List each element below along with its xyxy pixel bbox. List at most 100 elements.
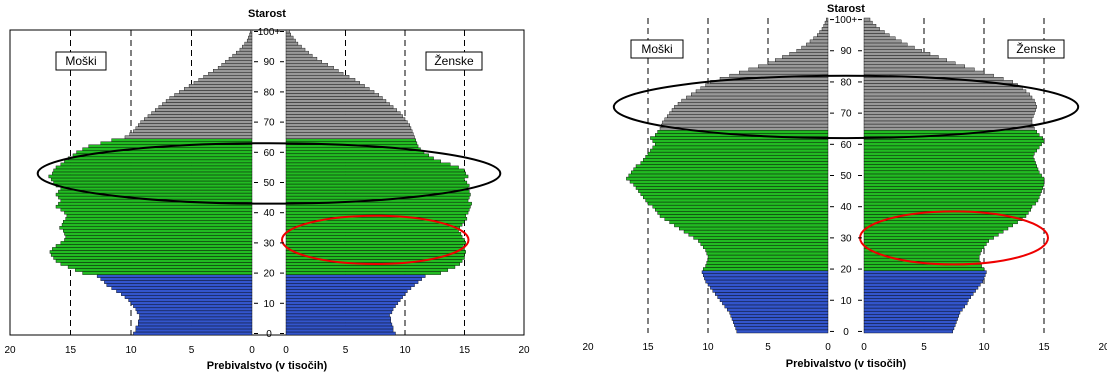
bar-female-age-27 xyxy=(285,250,466,254)
bar-male-age-12 xyxy=(124,295,253,299)
bar-female-age-98 xyxy=(863,24,877,28)
bar-female-age-65 xyxy=(285,135,415,139)
y-tick-labels: 0 10 20 30 40 50 60 70 80 90 100+ xyxy=(830,15,862,338)
bar-male-age-45 xyxy=(58,195,253,200)
bar-male-age-55 xyxy=(643,158,829,162)
bar-male-age-15 xyxy=(707,282,829,287)
bar-female-age-79 xyxy=(285,93,380,97)
chart-title: Starost xyxy=(248,8,286,20)
bar-male-age-69 xyxy=(138,123,253,127)
bar-male-age-66 xyxy=(129,132,253,136)
bar-male-age-76 xyxy=(162,102,253,106)
bar-female-age-1 xyxy=(863,326,955,331)
bar-female-age-95 xyxy=(863,33,890,37)
bar-male-age-37 xyxy=(63,220,253,224)
bar-male-age-17 xyxy=(104,280,253,284)
bar-female-age-31 xyxy=(863,232,999,237)
bar-female-age-12 xyxy=(285,295,403,299)
bar-female-age-59 xyxy=(285,153,430,158)
highlight-ellipse-0 xyxy=(36,142,502,205)
bar-female-age-26 xyxy=(285,253,465,257)
bar-male-age-77 xyxy=(165,99,253,103)
bar-male-age-0 xyxy=(736,329,829,334)
bar-female-age-53 xyxy=(863,164,1038,168)
bar-female-age-75 xyxy=(285,105,394,109)
bar-female-age-23 xyxy=(863,257,980,262)
bar-female-age-35 xyxy=(863,220,1018,225)
y-tick-label: 100+ xyxy=(835,15,858,26)
bar-female-age-60 xyxy=(863,142,1042,147)
bar-male-age-32 xyxy=(65,235,253,239)
bar-male-age-94 xyxy=(239,47,253,52)
bar-male-age-11 xyxy=(717,295,829,299)
x-axis-label: Prebivalstvo (v tisočih) xyxy=(786,358,907,370)
bar-male-age-42 xyxy=(645,198,829,203)
bar-female-age-18 xyxy=(285,277,422,281)
bar-female-age-10 xyxy=(285,301,399,306)
x-tick-label: 0 xyxy=(825,342,831,353)
bar-male-age-49 xyxy=(55,183,253,188)
bar-male-age-25 xyxy=(706,251,829,256)
bar-female-age-95 xyxy=(285,44,302,49)
bar-male-age-73 xyxy=(677,102,829,106)
bar-female-age-75 xyxy=(863,95,1033,100)
male-label: Moški xyxy=(641,42,672,56)
y-tick-label: 0 xyxy=(843,327,849,338)
y-tick-label: 70 xyxy=(840,109,852,120)
bar-male-age-25 xyxy=(53,256,253,260)
bar-female-age-55 xyxy=(285,165,459,170)
bar-female-age-90 xyxy=(285,59,322,64)
x-tick-label: 20 xyxy=(582,342,594,353)
bar-male-age-48 xyxy=(60,186,253,191)
bar-female-age-78 xyxy=(863,86,1023,90)
bar-male-age-15 xyxy=(111,286,253,290)
y-tick-label: 20 xyxy=(840,265,852,276)
bar-female-age-44 xyxy=(863,192,1041,196)
bar-female-age-74 xyxy=(863,98,1035,103)
y-tick-label: 100+ xyxy=(258,27,281,38)
bar-female-age-58 xyxy=(863,148,1038,153)
bar-male-age-16 xyxy=(106,283,253,287)
x-tick-label: 10 xyxy=(399,345,411,356)
bar-male-age-18 xyxy=(100,277,253,281)
y-tick-label: 60 xyxy=(840,140,852,151)
bar-female-age-92 xyxy=(863,42,908,47)
bar-male-age-50 xyxy=(628,173,829,178)
bar-male-age-99 xyxy=(249,32,253,37)
bar-male-age-8 xyxy=(724,304,829,309)
bar-male-age-56 xyxy=(645,155,829,159)
y-tick-label: 50 xyxy=(263,178,275,189)
bar-male-age-45 xyxy=(638,189,829,193)
y-tick-label: 70 xyxy=(263,118,275,129)
bar-female-age-99 xyxy=(863,20,873,25)
bar-female-age-100 xyxy=(863,17,871,22)
bar-male-age-32 xyxy=(683,229,829,234)
bar-female-age-8 xyxy=(285,307,394,312)
bar-female-age-28 xyxy=(285,247,465,251)
bar-female-age-57 xyxy=(285,159,441,164)
bar-female-age-48 xyxy=(863,179,1045,184)
bar-female-age-73 xyxy=(285,111,401,115)
bar-male-age-1 xyxy=(735,326,829,331)
x-tick-label: 20 xyxy=(518,345,530,356)
bar-female-age-43 xyxy=(863,195,1040,200)
bar-male-age-33 xyxy=(64,232,253,236)
female-label: Ženske xyxy=(434,53,474,68)
x-tick-label: 0 xyxy=(249,345,255,356)
female-label: Ženske xyxy=(1016,41,1056,56)
bar-male-age-40 xyxy=(652,204,829,209)
bar-female-age-91 xyxy=(863,45,915,50)
bar-female-age-36 xyxy=(285,223,463,227)
bar-male-age-58 xyxy=(650,148,829,153)
bar-female-age-84 xyxy=(285,78,356,82)
bar-male-age-24 xyxy=(707,254,829,259)
bar-male-age-98 xyxy=(823,24,829,28)
bar-male-age-92 xyxy=(806,42,829,47)
bar-male-age-79 xyxy=(705,83,829,87)
bar-male-age-60 xyxy=(655,142,829,147)
bar-female-age-82 xyxy=(285,84,365,88)
bar-female-age-31 xyxy=(285,238,465,242)
bar-male-age-8 xyxy=(135,307,253,312)
bar-male-age-6 xyxy=(139,313,253,318)
bar-male-age-91 xyxy=(801,45,829,50)
